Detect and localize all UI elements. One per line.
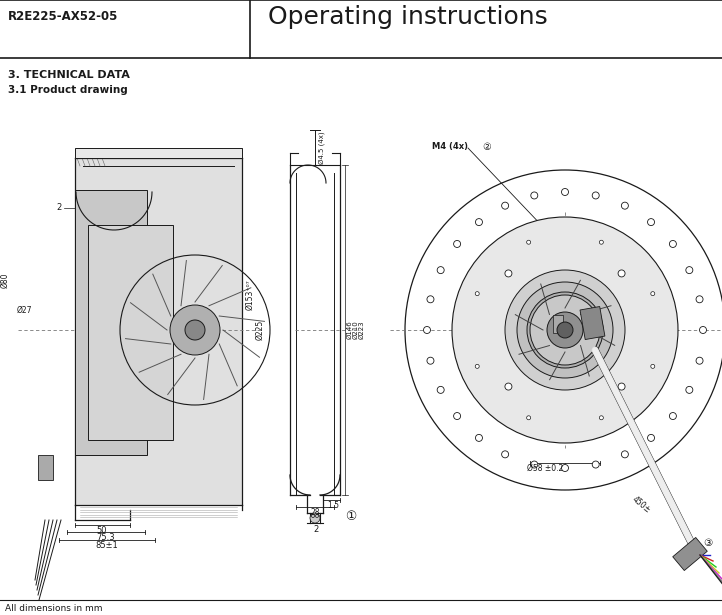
Circle shape [562,189,568,196]
Text: Operating instructions: Operating instructions [268,5,548,29]
Circle shape [505,270,625,390]
Text: 2: 2 [313,525,318,534]
Text: Ø210: Ø210 [353,320,359,339]
Circle shape [592,192,599,199]
Text: 1.5: 1.5 [327,501,339,510]
Circle shape [531,192,538,199]
Circle shape [170,305,220,355]
Circle shape [505,383,512,390]
Circle shape [427,296,434,303]
Circle shape [530,295,600,365]
Text: 3.1 Product drawing: 3.1 Product drawing [8,85,128,95]
Text: 2: 2 [57,204,62,213]
Text: 450±: 450± [630,495,652,515]
Circle shape [475,364,479,368]
Text: Ø146: Ø146 [347,320,353,339]
Circle shape [618,270,625,277]
Circle shape [437,267,444,274]
Circle shape [437,386,444,394]
Circle shape [476,434,482,442]
Circle shape [669,240,677,247]
Text: R2E225-AX52-05: R2E225-AX52-05 [8,10,118,23]
Circle shape [531,461,538,468]
Text: 50: 50 [97,526,108,535]
Circle shape [424,327,430,333]
Bar [75,148,242,158]
Text: 3. TECHNICAL DATA: 3. TECHNICAL DATA [8,70,130,80]
Circle shape [502,451,508,458]
Text: Ø153⁺⁰⁷: Ø153⁺⁰⁷ [245,280,254,311]
Circle shape [547,312,583,348]
Text: ①: ① [345,510,356,523]
Circle shape [453,240,461,247]
Bar [580,306,605,339]
Circle shape [502,202,508,209]
Circle shape [592,461,599,468]
Circle shape [405,170,722,490]
Circle shape [517,282,613,378]
Text: Ø223: Ø223 [359,320,365,339]
Text: Ø4.5 (4x): Ø4.5 (4x) [318,132,325,164]
Circle shape [310,513,320,523]
Circle shape [648,434,655,442]
Circle shape [651,292,655,296]
Circle shape [700,327,707,333]
Text: 75.3: 75.3 [97,533,116,542]
Bar [88,225,173,440]
Text: Ø225: Ø225 [256,320,264,340]
Circle shape [452,217,678,443]
Text: Ø58 ±0.2: Ø58 ±0.2 [527,464,563,473]
Circle shape [427,357,434,364]
Bar [553,315,563,333]
Circle shape [562,464,568,472]
Text: Ø27: Ø27 [17,306,32,314]
Circle shape [599,416,604,420]
Circle shape [696,296,703,303]
Circle shape [618,383,625,390]
Text: ③: ③ [703,538,712,548]
Circle shape [669,413,677,419]
Circle shape [527,292,603,368]
Circle shape [557,322,573,338]
Bar [38,455,53,480]
Circle shape [526,240,531,244]
Text: All dimensions in mm: All dimensions in mm [5,604,103,613]
Circle shape [622,451,628,458]
Text: ②: ② [482,142,491,152]
Bar [75,190,147,455]
Circle shape [696,357,703,364]
Circle shape [476,218,482,226]
Circle shape [686,386,693,394]
Circle shape [526,416,531,420]
Text: M4 (4x): M4 (4x) [432,143,468,151]
Circle shape [475,292,479,296]
Bar [673,538,708,571]
Circle shape [622,202,628,209]
Circle shape [651,364,655,368]
Circle shape [599,240,604,244]
Circle shape [505,270,512,277]
Bar [75,158,242,505]
Circle shape [185,320,205,340]
Text: Ø80: Ø80 [1,272,9,288]
Circle shape [453,413,461,419]
Circle shape [648,218,655,226]
Text: 85±1: 85±1 [95,541,118,550]
Text: 28: 28 [310,508,320,517]
Circle shape [686,267,693,274]
